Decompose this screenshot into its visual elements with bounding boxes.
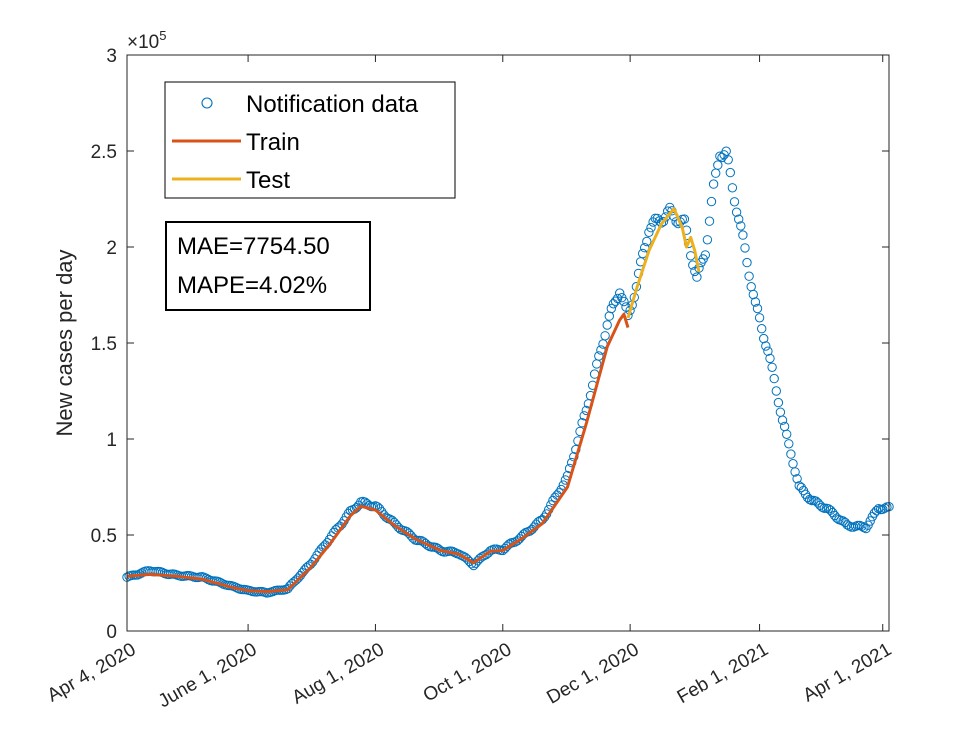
notification-data-point <box>723 155 733 165</box>
notification-data-point <box>790 467 800 477</box>
series-train-line <box>126 312 630 594</box>
notification-data-point <box>805 494 815 505</box>
legend: Notification data Train Test <box>164 81 456 199</box>
notification-data-point <box>600 331 610 341</box>
notification-data-point <box>692 272 702 282</box>
notification-data-point <box>761 341 771 351</box>
notification-data-point <box>706 196 717 207</box>
x-tick-label: June 1, 2020 <box>155 639 261 712</box>
notification-data-point <box>865 516 875 526</box>
y-tick-label: 0 <box>106 622 117 643</box>
notification-data-point <box>744 271 754 281</box>
notification-data-point <box>759 333 769 344</box>
notification-data-point <box>784 439 794 449</box>
notification-data-point <box>602 320 612 330</box>
notification-data-point <box>646 223 656 233</box>
notification-data-point <box>727 183 738 193</box>
notification-data-point <box>644 227 654 238</box>
notification-data-point <box>694 263 704 273</box>
x-tick-label: Feb 1, 2021 <box>674 639 772 708</box>
legend-label-notification: Notification data <box>246 91 419 118</box>
notification-data-point <box>786 449 796 459</box>
notification-data-point <box>773 397 784 408</box>
legend-label-test: Test <box>246 167 290 194</box>
legend-marker-notification <box>201 97 213 109</box>
notification-data-point <box>769 373 779 384</box>
notification-data-point <box>771 386 781 396</box>
y-tick-label: 2 <box>106 238 117 259</box>
notification-data-point <box>731 207 742 217</box>
notification-data-point <box>767 362 777 372</box>
x-tick-label: Dec 1, 2020 <box>543 639 642 708</box>
y-axis-title: New cases per day <box>52 249 77 436</box>
notification-data-point <box>642 236 652 247</box>
notification-data-point <box>796 482 806 493</box>
notification-data-point <box>606 303 616 314</box>
metric-mape: MAPE=4.02% <box>177 272 327 299</box>
notification-data-point <box>658 216 669 227</box>
notification-data-point <box>752 303 763 314</box>
notification-data-point <box>792 474 802 484</box>
notification-data-point <box>742 257 752 268</box>
notification-data-point <box>594 351 604 361</box>
notification-data-point <box>395 524 406 534</box>
x-tick-label: Apr 1, 2021 <box>800 639 896 706</box>
notification-data-point <box>782 429 792 439</box>
y-tick-label: 3 <box>106 46 117 67</box>
notification-data-point <box>612 293 623 304</box>
x-tick-label: Apr 4, 2020 <box>44 639 140 706</box>
x-tick-label: Oct 1, 2020 <box>420 639 516 706</box>
notification-data-point <box>750 297 761 307</box>
notification-data-point <box>615 288 625 298</box>
notification-data-point <box>708 179 719 189</box>
notification-data-point <box>721 146 731 156</box>
notification-data-point <box>871 506 882 516</box>
notification-data-point <box>738 230 748 240</box>
y-tick-label: 1 <box>106 430 117 451</box>
notification-data-point <box>702 235 713 245</box>
notification-data-point <box>777 415 788 425</box>
notification-data-point <box>757 324 767 334</box>
notification-data-point <box>754 313 765 323</box>
metrics-box <box>165 221 371 311</box>
notification-data-point <box>817 502 827 512</box>
notification-data-point <box>763 346 773 356</box>
notification-data-point <box>736 221 746 231</box>
y-multiplier-label: ×105 <box>127 28 166 53</box>
notification-data-point <box>704 216 715 226</box>
notification-data-point <box>740 243 750 253</box>
notification-data-point <box>679 214 690 224</box>
notification-data-point <box>466 559 477 569</box>
y-axis: 0 0.5 1 1.5 2 2.5 3 <box>91 46 889 643</box>
metric-mae: MAE=7754.50 <box>177 233 330 260</box>
notification-data-point <box>700 250 710 260</box>
legend-label-train: Train <box>246 129 300 156</box>
notification-data-point <box>619 296 629 307</box>
series-layer <box>122 146 894 598</box>
notification-data-point <box>713 160 723 170</box>
x-tick-label: Aug 1, 2020 <box>289 639 388 708</box>
y-tick-label: 2.5 <box>91 142 117 163</box>
series-test-line <box>626 207 701 319</box>
metrics-annotation: MAE=7754.50 MAPE=4.02% <box>165 221 371 311</box>
y-tick-label: 1.5 <box>91 334 117 355</box>
notification-data-point <box>734 214 744 224</box>
y-multiplier-exponent: 5 <box>159 28 166 43</box>
notification-data-point <box>725 167 735 178</box>
y-tick-label: 0.5 <box>91 526 117 547</box>
notification-data-point <box>765 353 775 364</box>
notification-data-point <box>715 151 725 161</box>
notification-data-point <box>729 197 740 207</box>
